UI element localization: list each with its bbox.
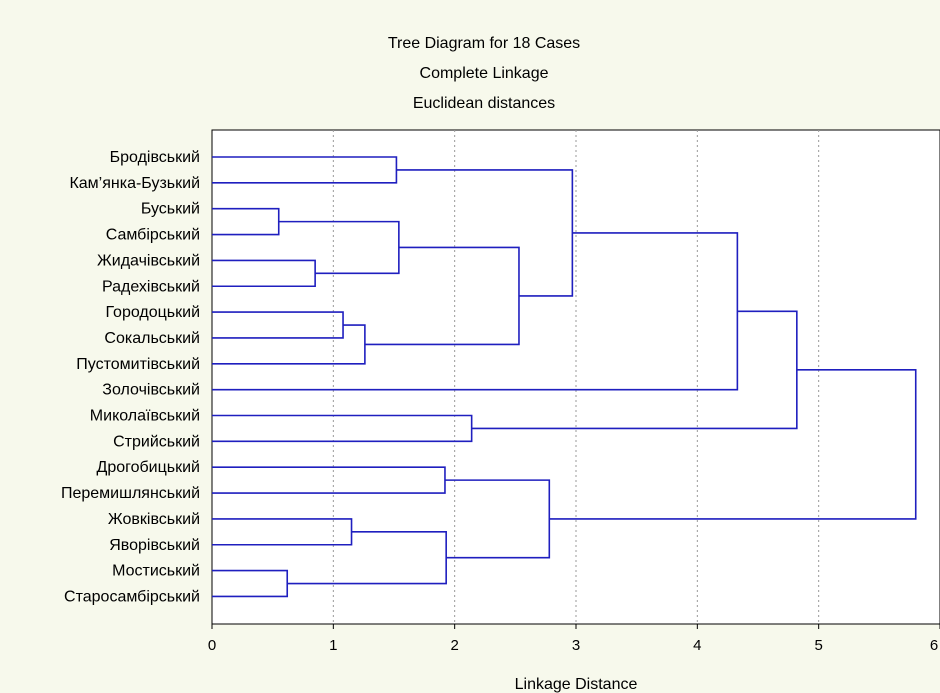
- case-label: Миколаївський: [90, 408, 200, 425]
- case-label: Жовківський: [108, 511, 200, 528]
- case-label: Яворівський: [109, 537, 200, 554]
- dendrogram-link: [212, 259, 316, 288]
- case-label: Сокальський: [104, 330, 200, 347]
- case-label: Самбірський: [106, 227, 200, 244]
- case-label: Жидачівський: [97, 252, 200, 269]
- case-labels: Бродівський Кам’янка-Бузький Буський Самбір…: [61, 149, 200, 605]
- dendrogram-link: [364, 246, 520, 346]
- dendrogram-link: [212, 207, 280, 236]
- x-axis-label: Linkage Distance: [515, 676, 638, 693]
- case-label: Перемишлянський: [61, 485, 200, 502]
- dendrogram-link: [212, 232, 739, 391]
- dendrogram-link: [212, 518, 353, 546]
- case-label: Кам’янка-Бузький: [69, 175, 200, 192]
- case-label: Старосамбірський: [64, 588, 200, 605]
- x-tick-label: 2: [450, 637, 458, 654]
- x-tick-label: 6: [930, 637, 938, 654]
- case-label: Стрийський: [113, 433, 200, 450]
- chart-title: Tree Diagram for 18 Cases: [388, 35, 580, 52]
- dendrogram-link: [212, 414, 473, 443]
- case-label: Золочівський: [102, 382, 200, 399]
- chart-subtitle-linkage: Complete Linkage: [420, 65, 549, 82]
- x-tick-label: 1: [329, 637, 337, 654]
- case-label: Радехівський: [102, 278, 200, 295]
- case-label: Пустомитівський: [76, 356, 200, 373]
- x-tick-label: 5: [814, 637, 822, 654]
- x-tick-label: 3: [572, 637, 580, 654]
- dendrogram-link: [278, 220, 400, 275]
- case-label: Бродівський: [110, 149, 200, 166]
- dendrogram-link: [549, 369, 917, 520]
- dendrogram-link: [287, 531, 447, 585]
- case-label: Дрогобицький: [97, 459, 201, 476]
- case-label: Мостиський: [112, 563, 200, 580]
- x-tick-label: 0: [208, 637, 216, 654]
- x-tick-label: 4: [693, 637, 701, 654]
- x-axis-ticks: 0 1 2 3 4 5 6: [208, 624, 940, 654]
- tree-links: [212, 156, 917, 598]
- case-label: Буський: [141, 201, 200, 218]
- grid-lines: [332, 130, 820, 624]
- case-label: Городоцький: [105, 304, 200, 321]
- chart-subtitle-distance: Euclidean distances: [413, 95, 555, 112]
